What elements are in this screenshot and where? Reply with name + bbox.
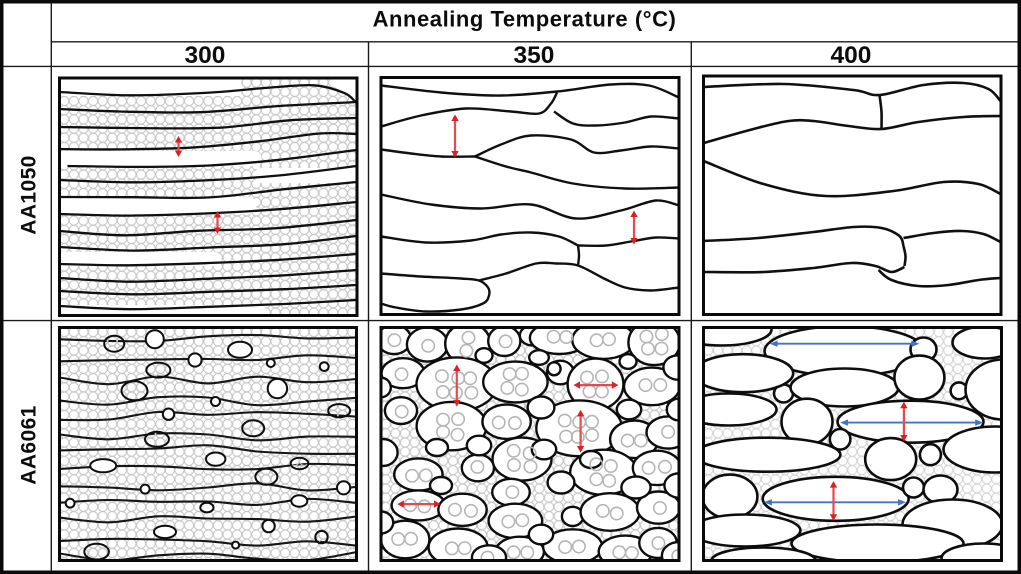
- svg-text:Annealing Temperature (°C): Annealing Temperature (°C): [373, 7, 677, 32]
- svg-text:300: 300: [185, 42, 226, 69]
- svg-text:AA6061: AA6061: [18, 405, 41, 484]
- svg-text:400: 400: [831, 42, 872, 69]
- svg-text:AA1050: AA1050: [18, 155, 41, 234]
- svg-text:350: 350: [514, 42, 555, 69]
